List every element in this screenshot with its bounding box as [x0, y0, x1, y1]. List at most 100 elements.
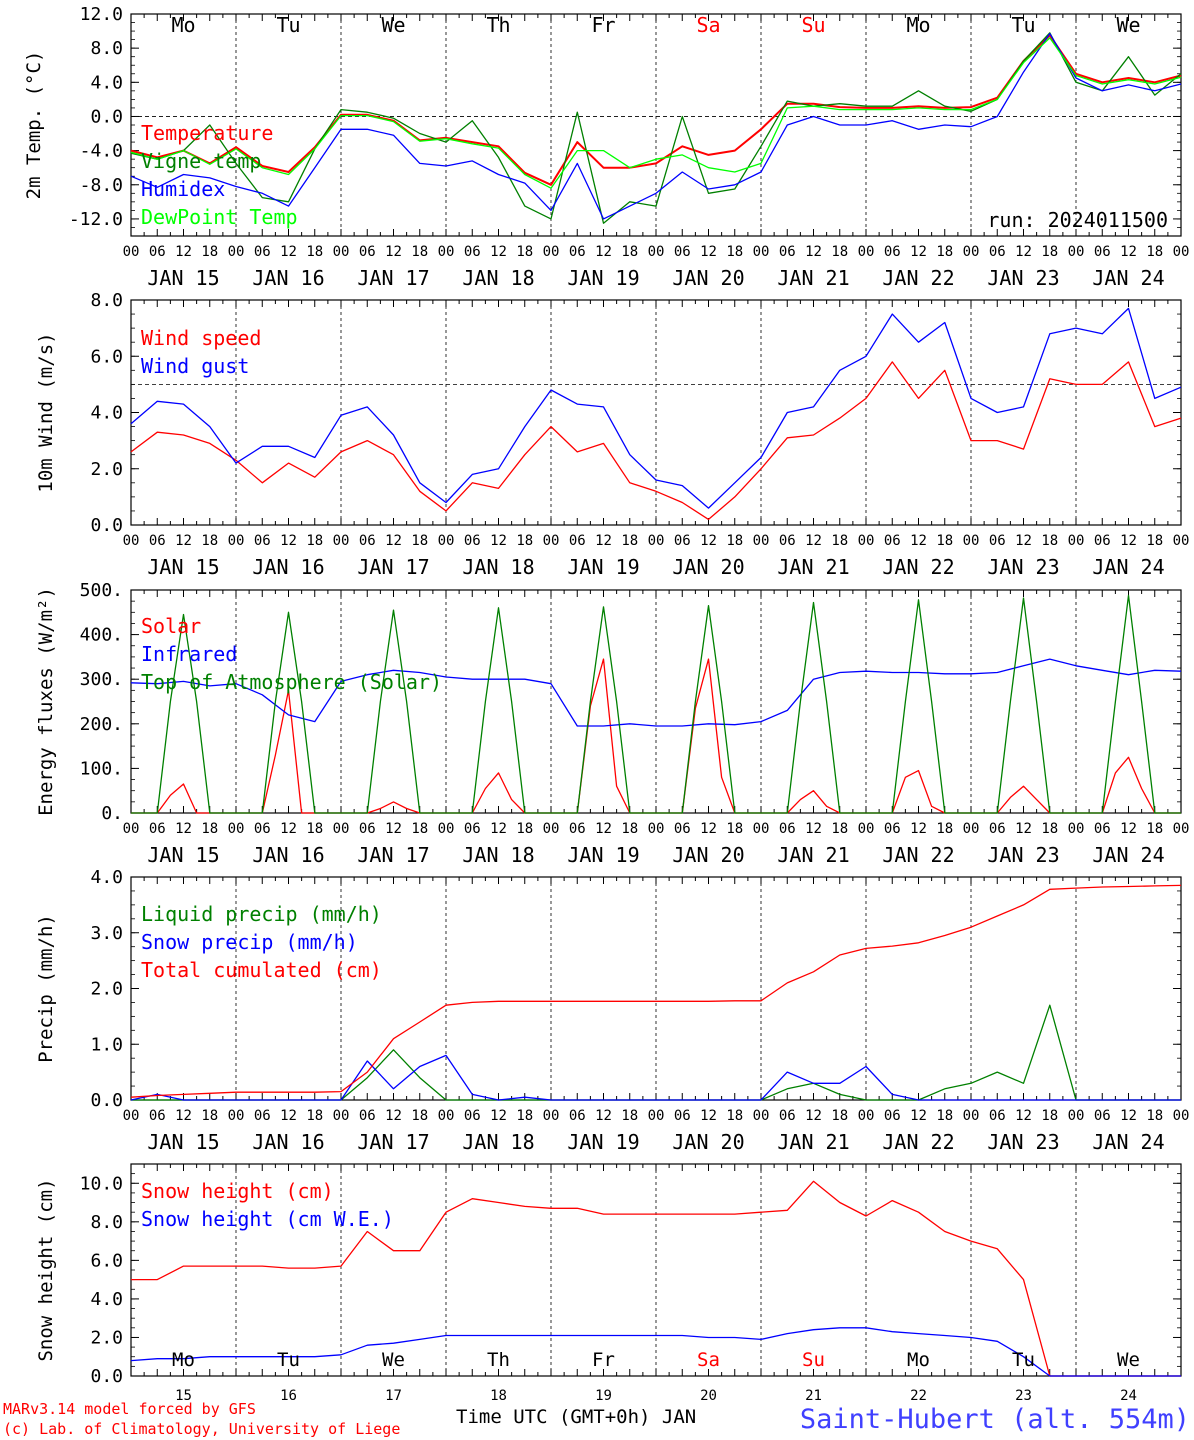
hour-tick-label: 06: [779, 821, 796, 837]
hour-tick-label: 12: [175, 1108, 192, 1124]
date-label: JAN 20: [672, 266, 744, 290]
y-tick-label: 100.: [80, 758, 123, 779]
hour-tick-label: 00: [438, 533, 455, 549]
date-label: JAN 24: [1092, 843, 1164, 867]
date-label: JAN 24: [1092, 1130, 1164, 1154]
hour-tick-label: 06: [1094, 244, 1111, 260]
hour-tick-label: 00: [1173, 244, 1190, 260]
hour-tick-label: 00: [963, 533, 980, 549]
hour-tick-label: 00: [753, 533, 770, 549]
hour-tick-label: 00: [648, 821, 665, 837]
date-label: JAN 20: [672, 843, 744, 867]
hour-tick-label: 06: [674, 533, 691, 549]
date-label: JAN 22: [882, 266, 954, 290]
hour-tick-label: 06: [569, 821, 586, 837]
hour-tick-label: 06: [254, 533, 271, 549]
hour-tick-label: 12: [805, 244, 822, 260]
hour-tick-label: 06: [359, 533, 376, 549]
hour-tick-label: 18: [1146, 821, 1163, 837]
date-label: JAN 21: [777, 555, 849, 579]
legend-entry: Temperature: [141, 121, 273, 145]
date-label: JAN 23: [987, 266, 1059, 290]
hour-tick-label: 00: [543, 533, 560, 549]
hour-tick-label: 12: [1015, 1108, 1032, 1124]
hour-tick-label: 00: [123, 533, 140, 549]
legend-entry: Total cumulated (cm): [141, 958, 382, 982]
weekday-label: Tu: [1011, 13, 1035, 37]
hour-tick-label: 18: [621, 1108, 638, 1124]
hour-tick-label: 18: [831, 1108, 848, 1124]
weekday-label: Tu: [1012, 1349, 1035, 1371]
hour-tick-label: 12: [595, 821, 612, 837]
hour-tick-label: 06: [1094, 1108, 1111, 1124]
hour-tick-label: 06: [779, 244, 796, 260]
hour-tick-label: 18: [411, 1108, 428, 1124]
y-tick-label: 4.0: [90, 867, 123, 888]
date-label: JAN 19: [567, 1130, 639, 1154]
hour-tick-label: 06: [464, 821, 481, 837]
day-number-label: 17: [385, 1388, 402, 1404]
y-tick-label: 4.0: [90, 1289, 123, 1310]
y-tick-label: 0.0: [90, 515, 123, 536]
hour-tick-label: 12: [805, 533, 822, 549]
hour-tick-label: 00: [228, 533, 245, 549]
hour-tick-label: 00: [333, 533, 350, 549]
legend-entry: DewPoint Temp: [141, 205, 298, 229]
date-label: JAN 23: [987, 843, 1059, 867]
hour-tick-label: 12: [385, 1108, 402, 1124]
y-axis-title: Precip (mm/h): [35, 914, 57, 1063]
x-axis-title: Time UTC (GMT+0h) JAN: [456, 1406, 696, 1428]
hour-tick-label: 00: [1068, 244, 1085, 260]
hour-tick-label: 12: [490, 244, 507, 260]
y-tick-label: 200.: [80, 714, 123, 735]
hour-tick-label: 00: [1068, 533, 1085, 549]
hour-tick-label: 12: [700, 533, 717, 549]
y-tick-label: 500.: [80, 580, 123, 601]
hour-tick-label: 12: [280, 533, 297, 549]
hour-tick-label: 00: [228, 1108, 245, 1124]
hour-tick-label: 06: [254, 821, 271, 837]
hour-tick-label: 00: [648, 533, 665, 549]
hour-tick-label: 12: [175, 533, 192, 549]
hour-tick-label: 06: [884, 1108, 901, 1124]
hour-tick-label: 06: [464, 1108, 481, 1124]
date-label: JAN 21: [777, 266, 849, 290]
hour-tick-label: 00: [648, 244, 665, 260]
hour-tick-label: 06: [149, 244, 166, 260]
hour-tick-label: 18: [936, 821, 953, 837]
hour-tick-label: 06: [569, 1108, 586, 1124]
date-label: JAN 21: [777, 1130, 849, 1154]
y-tick-label: -4.0: [80, 141, 123, 162]
hour-tick-label: 18: [1041, 1108, 1058, 1124]
y-tick-label: 400.: [80, 625, 123, 646]
credit-line: MARv3.14 model forced by GFS: [3, 1400, 256, 1418]
hour-tick-label: 06: [149, 533, 166, 549]
hour-tick-label: 12: [385, 244, 402, 260]
hour-tick-label: 18: [1041, 244, 1058, 260]
hour-tick-label: 06: [464, 244, 481, 260]
date-label: JAN 15: [147, 266, 219, 290]
hour-tick-label: 06: [674, 1108, 691, 1124]
date-label: JAN 18: [462, 555, 534, 579]
hour-tick-label: 12: [385, 533, 402, 549]
hour-tick-label: 12: [805, 821, 822, 837]
y-tick-label: 0.0: [90, 106, 123, 127]
date-label: JAN 16: [252, 1130, 324, 1154]
y-tick-label: 2.0: [90, 459, 123, 480]
y-tick-label: 3.0: [90, 923, 123, 944]
hour-tick-label: 12: [385, 821, 402, 837]
hour-tick-label: 12: [910, 821, 927, 837]
weekday-label: Tu: [276, 13, 300, 37]
hour-tick-label: 12: [280, 821, 297, 837]
hour-tick-label: 18: [726, 533, 743, 549]
credit-line: (c) Lab. of Climatology, University of L…: [3, 1420, 400, 1438]
hour-tick-label: 06: [149, 821, 166, 837]
hour-tick-label: 12: [175, 821, 192, 837]
hour-tick-label: 06: [359, 1108, 376, 1124]
hour-tick-label: 12: [490, 1108, 507, 1124]
hour-tick-label: 00: [858, 244, 875, 260]
hour-tick-label: 12: [700, 244, 717, 260]
hour-tick-label: 00: [543, 1108, 560, 1124]
date-label: JAN 20: [672, 555, 744, 579]
hour-tick-label: 00: [858, 1108, 875, 1124]
